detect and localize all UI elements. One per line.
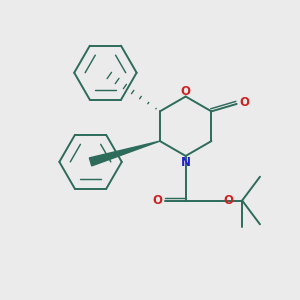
Polygon shape: [89, 141, 160, 166]
Text: N: N: [181, 156, 191, 169]
Text: O: O: [181, 85, 191, 98]
Text: O: O: [152, 194, 162, 207]
Text: O: O: [224, 194, 234, 207]
Text: O: O: [239, 96, 249, 109]
